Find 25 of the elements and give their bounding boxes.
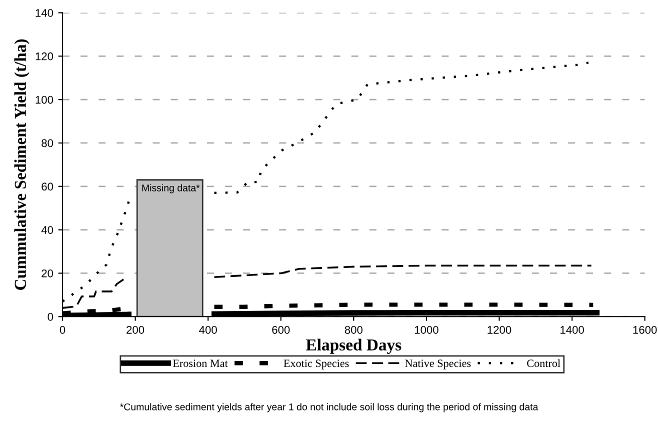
legend-label: Erosion Mat: [172, 360, 228, 368]
x-tick-label: 1200: [488, 326, 512, 334]
x-tick-label: 0: [60, 326, 66, 334]
x-axis-title: Elapsed Days: [306, 338, 402, 354]
text: *Cumulative sediment yields after year 1 do not include soil loss during the period of missing data: [120, 403, 538, 412]
legend-label: Control: [527, 359, 560, 368]
x-tick-label: 1000: [414, 326, 438, 334]
y-tick-label: 60: [42, 182, 54, 191]
y-tick-label: 40: [41, 226, 54, 234]
annotation: Missing data*: [142, 184, 200, 194]
y-tick-label: 20: [42, 269, 54, 278]
y-tick-label: 80: [42, 139, 54, 148]
x-tick-label: 400: [199, 326, 217, 334]
y-tick-label: 140: [36, 9, 54, 17]
y-tick-label: 100: [36, 96, 54, 104]
x-tick-label: 800: [344, 326, 363, 334]
x-tick-label: 1400: [560, 326, 584, 334]
legend-label: Native Species: [405, 360, 471, 370]
y-tick-label: 0: [48, 312, 54, 321]
x-tick-label: 600: [272, 326, 290, 334]
x-tick-label: 200: [126, 326, 144, 334]
legend-label: Exotic Species: [284, 360, 349, 370]
y-tick-label: 120: [36, 52, 54, 60]
y-axis-title: Cummulative Sediment Yield (t/ha): [14, 39, 30, 290]
x-tick-label: 1600: [633, 326, 657, 334]
